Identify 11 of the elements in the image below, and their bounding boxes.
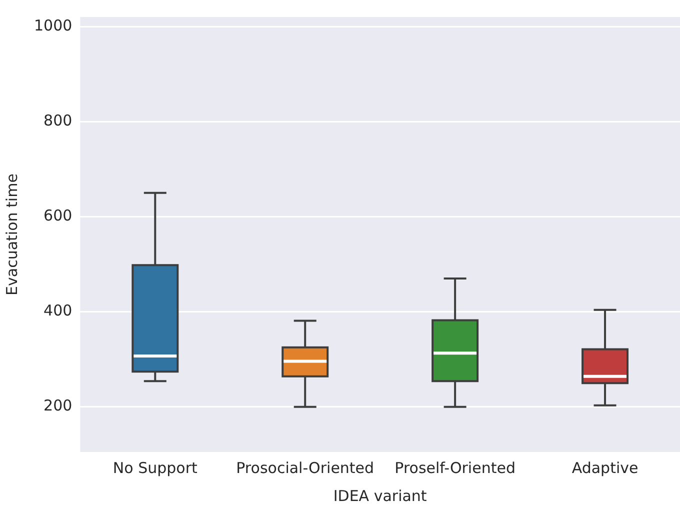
y-tick-label: 200 [44, 396, 72, 415]
y-tick-label: 400 [44, 302, 72, 320]
y-tick-label: 800 [44, 111, 72, 130]
x-tick-label: No Support [112, 458, 198, 477]
y-tick-label: 600 [44, 206, 72, 225]
x-tick-label: Adaptive [572, 458, 638, 477]
x-tick-label: Prosocial-Oriented [236, 458, 374, 477]
y-axis-title: Evacuation time [2, 174, 21, 296]
x-tick-label: Proself-Oriented [394, 458, 516, 477]
y-tick-label: 1000 [34, 16, 72, 34]
x-axis-title: IDEA variant [333, 486, 427, 505]
